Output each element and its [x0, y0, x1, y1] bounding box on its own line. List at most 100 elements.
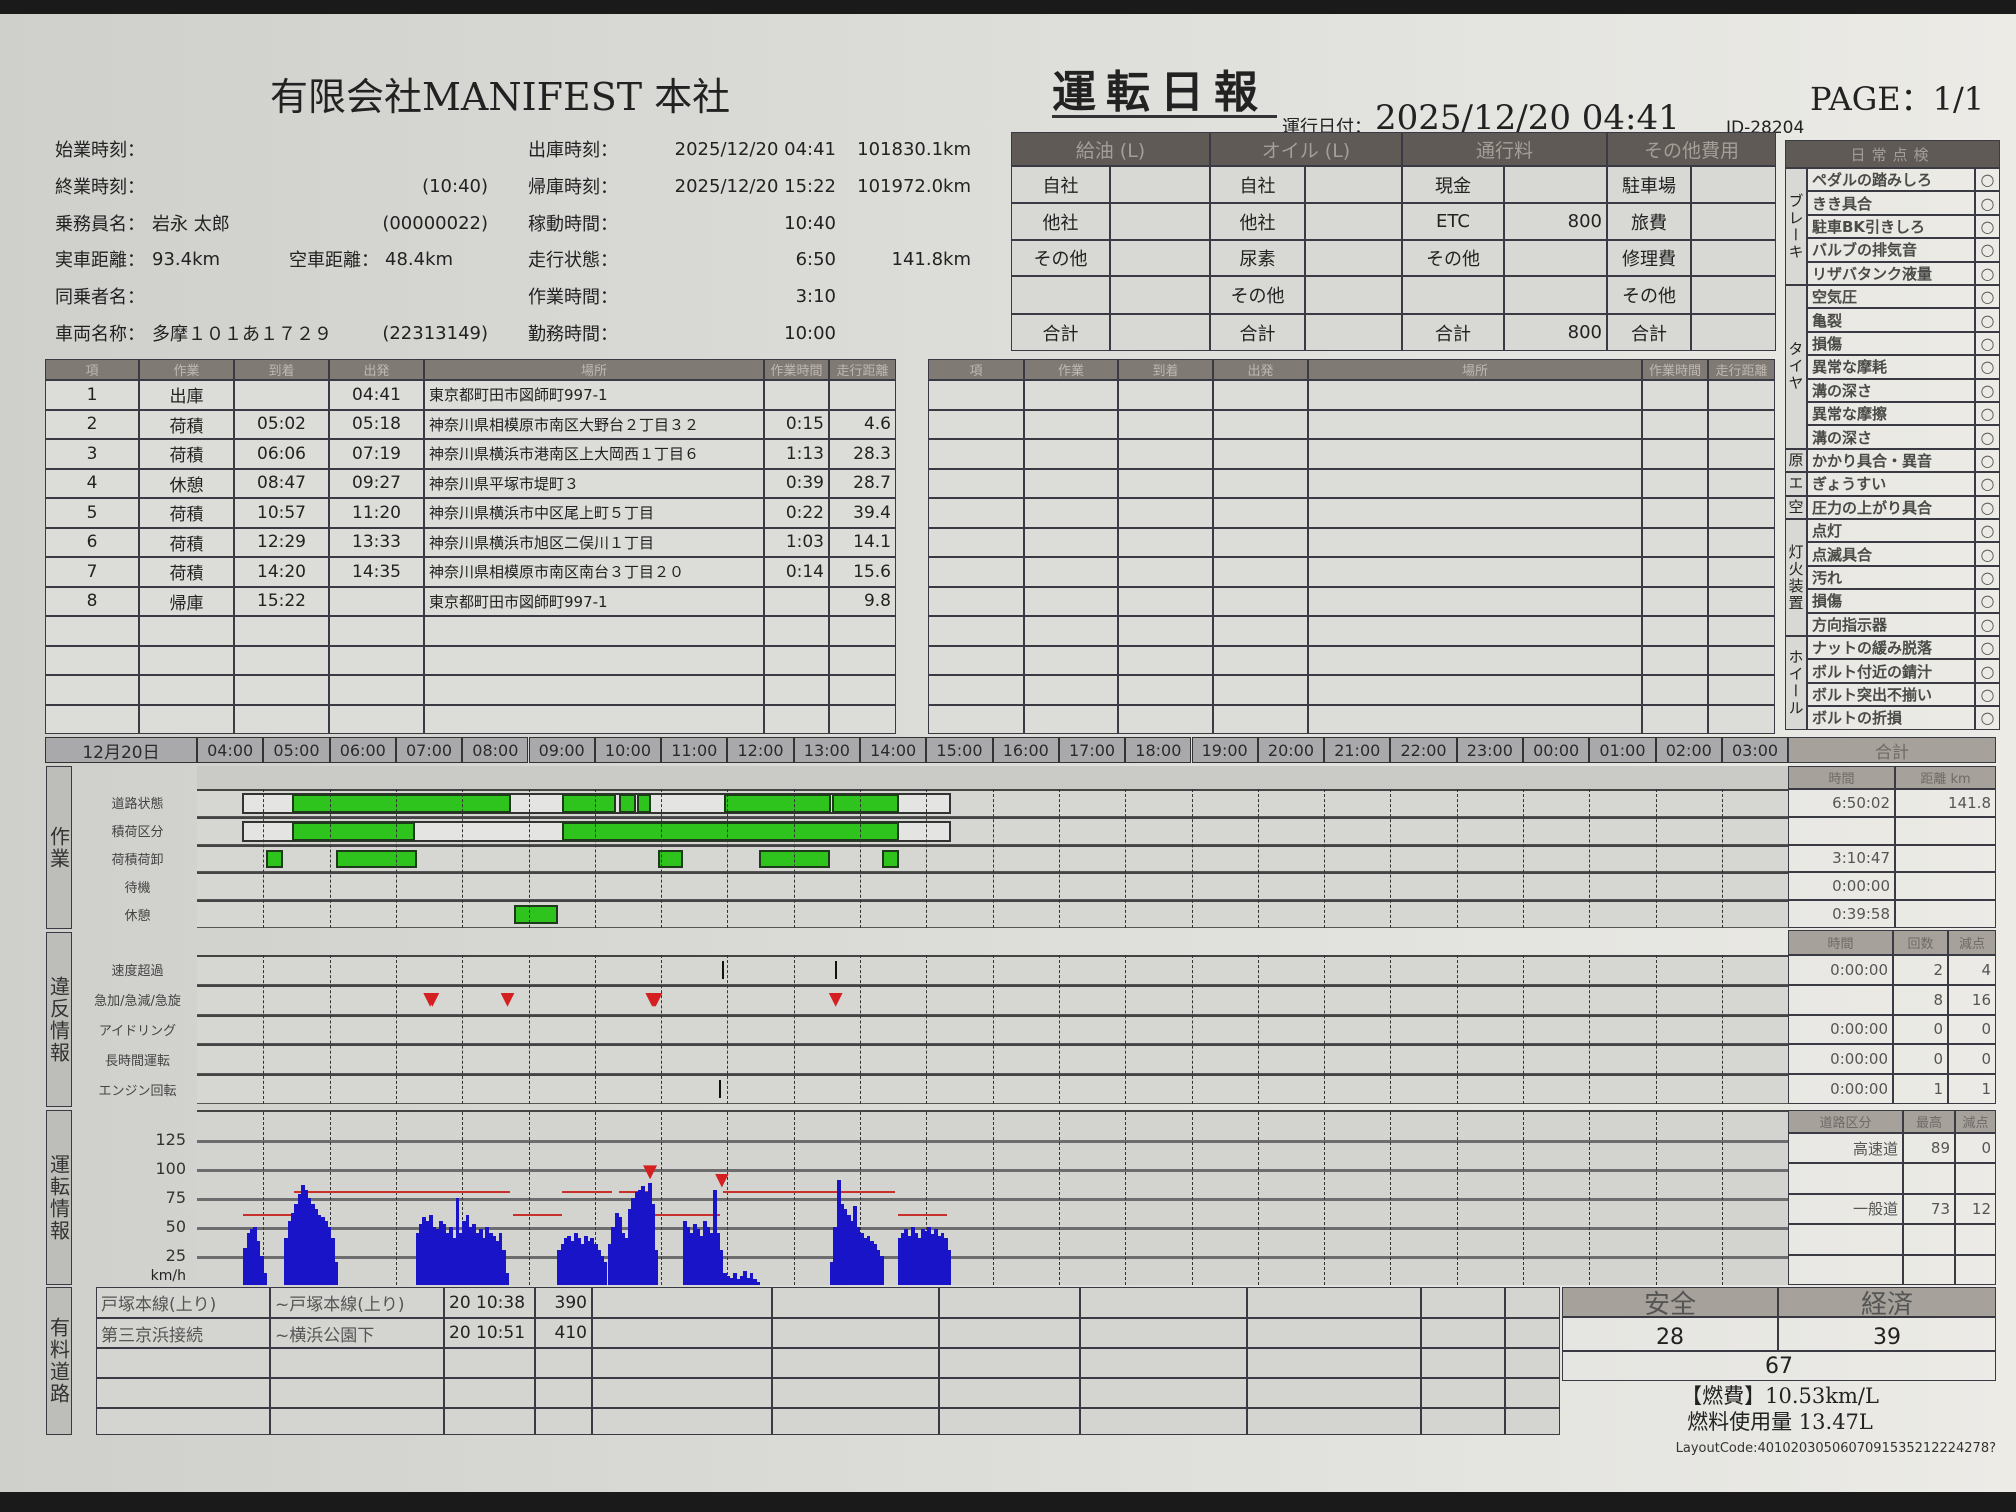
- trip-table-cell: 荷積: [139, 527, 234, 557]
- work-hour-gridline: [1257, 789, 1259, 928]
- speed-bar: [654, 1250, 659, 1285]
- trip-table-2-cell: [1708, 645, 1775, 675]
- checklist-group: 原: [1785, 448, 1807, 473]
- trip-table-2-cell: [1118, 586, 1213, 616]
- work-bar: [636, 794, 652, 813]
- work-row: [197, 900, 1788, 928]
- info-extra: (10:40): [422, 175, 488, 197]
- trip-table-cell: 14.1: [829, 527, 896, 557]
- speed-bar: [429, 1215, 433, 1285]
- work-summary-dist: [1895, 900, 1996, 928]
- timeline-hour: 17:00: [1058, 737, 1126, 763]
- work-summary-dist: [1895, 872, 1996, 901]
- trip-table-2-cell: [1213, 439, 1308, 469]
- checklist-item: 方向指示器: [1807, 612, 1975, 636]
- speed-limit-line: [561, 1190, 613, 1193]
- toll-cell: [592, 1408, 772, 1435]
- speed-bar: [904, 1229, 908, 1285]
- timeline-hour: 06:00: [329, 737, 396, 763]
- work-hour-gridline: [1721, 789, 1723, 928]
- toll-cell: [1505, 1348, 1560, 1378]
- trip-table-2-cell: [1213, 527, 1308, 557]
- speed-bar: [492, 1236, 496, 1285]
- trip-table-cell: 15:22: [234, 586, 329, 616]
- expense-value: [1110, 203, 1210, 240]
- speed-bar: [860, 1232, 864, 1285]
- trip-table-2-cell: [1308, 616, 1642, 646]
- toll-cell: 20 10:38: [444, 1287, 535, 1318]
- trip-table-2-cell: [1642, 586, 1708, 616]
- trip-table-2-cell: [1118, 645, 1213, 675]
- toll-cell: [270, 1378, 444, 1408]
- trip-table-2-cell: [928, 439, 1024, 469]
- speed-bar: [706, 1226, 711, 1285]
- speed-bar: [590, 1238, 595, 1285]
- trip-table-2-cell: [1118, 557, 1213, 587]
- info-label: 稼動時間：: [528, 214, 618, 235]
- work-row: [197, 844, 1788, 873]
- speed-bar: [722, 1273, 727, 1285]
- violation-hour-gridline: [1390, 955, 1392, 1104]
- timeline-hour: 22:00: [1390, 737, 1457, 763]
- speed-gridline: [197, 1168, 1788, 1172]
- speed-bar: [726, 1275, 731, 1285]
- violation-summary-count: 8: [1893, 984, 1948, 1015]
- violation-summary-header: 回数: [1893, 930, 1948, 955]
- speed-bar: [618, 1217, 622, 1285]
- work-hour-gridline: [329, 789, 331, 928]
- trip-table-2-cell: [1308, 380, 1642, 410]
- trip-table-cell: 09:27: [329, 468, 424, 498]
- speed-summary-cell: [1788, 1224, 1903, 1255]
- speed-hour-gridline: [1655, 1112, 1657, 1285]
- speed-bar: [485, 1226, 490, 1285]
- violation-tick: [721, 961, 724, 979]
- work-hour-gridline: [395, 789, 397, 928]
- info-extra: [850, 208, 975, 238]
- speed-gridline: [197, 1255, 1788, 1259]
- fuel-efficiency: 【燃費】10.53km/L: [1681, 1384, 1879, 1408]
- speed-bar: [330, 1238, 335, 1285]
- speed-bar: [250, 1229, 254, 1285]
- toll-cell: [444, 1348, 535, 1378]
- speed-limit-line: [722, 1190, 896, 1193]
- section-label-work: 作業: [46, 766, 72, 929]
- toll-cell: 戸塚本線(上り): [96, 1287, 270, 1318]
- work-bar: [759, 849, 831, 869]
- work-row-label: 荷積荷卸: [111, 852, 164, 868]
- toll-cell: [772, 1318, 939, 1348]
- work-hour-gridline: [992, 789, 994, 928]
- speed-tick-label: 125: [155, 1130, 186, 1149]
- trip-table-2-header-cell: 場所: [1308, 359, 1642, 380]
- expense-label: 合計: [1210, 314, 1305, 351]
- toll-cell: [96, 1378, 270, 1408]
- violation-tick: [834, 961, 837, 979]
- toll-cell: [1247, 1348, 1421, 1378]
- trip-table-2-cell: [1024, 439, 1118, 469]
- checklist-item: 汚れ: [1807, 565, 1975, 590]
- speed-bar: [716, 1232, 721, 1285]
- speed-bar: [563, 1238, 568, 1285]
- speed-bar: [307, 1197, 312, 1285]
- work-row-label: 休憩: [124, 908, 151, 924]
- expense-label: 現金: [1402, 166, 1504, 203]
- trip-table-2-cell: [1118, 675, 1213, 705]
- speed-bar: [263, 1273, 268, 1285]
- trip-table-2-header-cell: 出発: [1213, 359, 1308, 380]
- speed-summary-cell: 73: [1903, 1193, 1955, 1225]
- work-hour-gridline: [528, 789, 530, 928]
- violation-summary-count: 2: [1893, 955, 1948, 985]
- trip-table-2-header-cell: 作業: [1024, 359, 1118, 380]
- work-band: [197, 766, 1788, 789]
- speed-bar: [914, 1232, 918, 1285]
- toll-cell: [1080, 1348, 1247, 1378]
- trip-table-cell: [829, 704, 896, 734]
- checklist-item: ボルト付近の錆汁: [1807, 659, 1975, 683]
- timeline-hour: 08:00: [462, 737, 529, 763]
- speed-gridline: [197, 1197, 1788, 1201]
- speed-bar: [495, 1240, 500, 1285]
- speed-bar: [419, 1224, 423, 1285]
- trip-table-cell: [234, 645, 329, 675]
- trip-table-cell: [139, 645, 234, 675]
- trip-table-2-header-cell: 到着: [1118, 359, 1213, 380]
- trip-table-2-cell: [928, 586, 1024, 616]
